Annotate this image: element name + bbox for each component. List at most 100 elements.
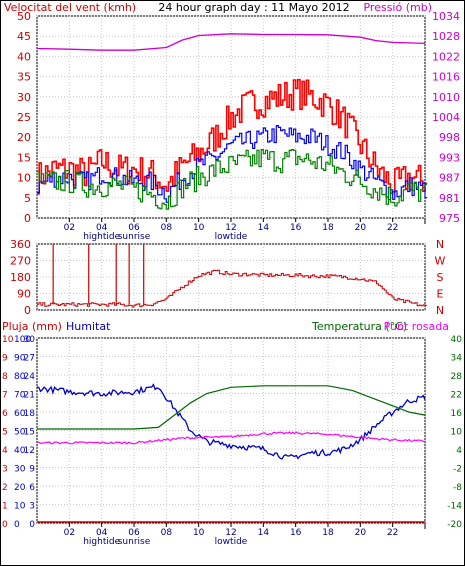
- right-axis-label: Pressió (mb): [363, 1, 432, 14]
- x-tick-note: hightide: [83, 232, 120, 242]
- temperature-tick-label: -8: [453, 483, 462, 493]
- y-direction-tick-label: 0: [24, 304, 31, 317]
- humidity-tick-label: 24: [24, 372, 36, 382]
- x-tick-label: 06: [128, 223, 140, 233]
- y-left-tick-label: 35: [17, 71, 31, 84]
- humidity-tick-label: 6: [29, 483, 35, 493]
- x-tick-note: sunrise: [118, 537, 151, 547]
- x-tick-label: 12: [225, 528, 236, 538]
- humidity-tick-label: 15: [24, 428, 35, 438]
- wind-average-series: [37, 149, 428, 210]
- y-left-tick-label: 0: [24, 212, 31, 225]
- y-left-tick-label: 10: [17, 172, 31, 185]
- temperature-tick-label: -20: [447, 520, 462, 530]
- compass-label: N: [436, 238, 444, 251]
- humidity-percent-tick-label: 70: [14, 391, 26, 401]
- rain-tick-label: 4: [2, 446, 8, 456]
- humidity-percent-tick-label: 80: [14, 372, 26, 382]
- wind-pressure-chart: Velocitat del vent (kmh) 24 hour graph da…: [4, 1, 460, 242]
- rain-tick-label: 1: [2, 502, 8, 512]
- y-right-tick-label: 993: [439, 151, 460, 164]
- y-right-tick-label: 1016: [432, 71, 460, 84]
- x-tick-label: 06: [128, 528, 140, 538]
- temperature-tick-label: 4: [456, 446, 462, 456]
- x-tick-label: 04: [96, 223, 108, 233]
- pressure-series: [36, 33, 426, 51]
- humidity-percent-tick-label: 10: [14, 502, 26, 512]
- rain-tick-label: 6: [2, 409, 8, 419]
- y-direction-tick-label: 90: [17, 288, 31, 301]
- compass-label: E: [437, 288, 444, 301]
- y-right-tick-label: 1034: [432, 10, 460, 23]
- x-tick-label: 22: [387, 223, 398, 233]
- humidity-percent-tick-label: 0: [14, 520, 20, 530]
- humidity-tick-label: 0: [29, 520, 35, 530]
- temperature-axis-label: Temperatura (°C): [311, 320, 407, 333]
- humidity-percent-tick-label: 40: [14, 446, 26, 456]
- humidity-series: [36, 383, 426, 460]
- y-right-tick-label: 1010: [432, 91, 460, 104]
- left-axis-label: Velocitat del vent (kmh): [4, 1, 136, 14]
- y-left-tick-label: 20: [17, 131, 31, 144]
- y-direction-tick-label: 270: [10, 255, 31, 268]
- rain-tick-label: 2: [2, 483, 8, 493]
- x-tick-label: 20: [355, 223, 367, 233]
- x-tick-label: 02: [64, 528, 75, 538]
- temperature-tick-label: -14: [447, 502, 462, 512]
- y-left-tick-label: 30: [17, 91, 31, 104]
- y-right-tick-label: 998: [439, 131, 460, 144]
- humidity-tick-label: 12: [24, 446, 35, 456]
- rain-tick-label: 9: [2, 354, 8, 364]
- humidity-tick-label: 9: [29, 465, 35, 475]
- humidity-tick-label: 3: [29, 502, 35, 512]
- y-direction-tick-label: 360: [10, 238, 31, 251]
- x-tick-label: 20: [355, 528, 367, 538]
- temperature-tick-label: -2: [453, 465, 462, 475]
- y-left-tick-label: 40: [17, 50, 31, 63]
- x-tick-label: 18: [322, 528, 334, 538]
- rain-tick-label: 7: [2, 391, 8, 401]
- rain-tick-label: 0: [2, 520, 8, 530]
- compass-label: N: [436, 304, 444, 317]
- humidity-percent-tick-label: 50: [14, 428, 26, 438]
- x-tick-label: 02: [64, 223, 75, 233]
- wind-direction-series: [37, 269, 427, 308]
- y-left-tick-label: 50: [17, 10, 31, 23]
- y-left-tick-label: 15: [17, 151, 31, 164]
- x-tick-label: 10: [193, 528, 205, 538]
- x-tick-note: hightide: [83, 537, 120, 547]
- humidity-percent-tick-label: 100: [14, 335, 31, 345]
- temperature-tick-label: 28: [451, 372, 463, 382]
- temperature-tick-label: 22: [451, 391, 462, 401]
- x-tick-label: 22: [387, 528, 398, 538]
- x-tick-label: 12: [225, 223, 236, 233]
- y-left-tick-label: 45: [17, 30, 31, 43]
- x-tick-label: 14: [258, 528, 270, 538]
- y-right-tick-label: 1004: [432, 111, 460, 124]
- humidity-percent-tick-label: 60: [14, 409, 26, 419]
- x-tick-label: 18: [322, 223, 334, 233]
- y-left-tick-label: 5: [24, 192, 31, 205]
- temperature-series: [37, 385, 426, 430]
- x-tick-note: lowtide: [215, 537, 248, 547]
- wind-speed-series: [37, 78, 428, 195]
- humidity-percent-tick-label: 30: [14, 465, 26, 475]
- humidity-percent-tick-label: 20: [14, 483, 26, 493]
- y-right-tick-label: 1028: [432, 30, 460, 43]
- humidity-temperature-chart: Pluja (mm) Humitat Temperatura (°C)Punt ro…: [2, 320, 462, 547]
- y-right-tick-label: 981: [439, 192, 460, 205]
- y-direction-tick-label: 180: [10, 271, 31, 284]
- humidity-tick-label: 18: [24, 409, 36, 419]
- chart-title: 24 hour graph day : 11 Mayo 2012: [158, 1, 349, 14]
- y-right-tick-label: 987: [439, 172, 460, 185]
- dewpoint-axis-label: Punt rosada: [384, 320, 449, 333]
- temperature-tick-label: 40: [451, 335, 463, 345]
- x-tick-label: 08: [161, 223, 173, 233]
- x-tick-label: 10: [193, 223, 205, 233]
- dewpoint-series: [36, 431, 426, 445]
- temperature-tick-label: 34: [451, 354, 463, 364]
- x-tick-note: lowtide: [215, 232, 248, 242]
- rain-tick-label: 8: [2, 372, 8, 382]
- humidity-percent-tick-label: 90: [14, 354, 26, 364]
